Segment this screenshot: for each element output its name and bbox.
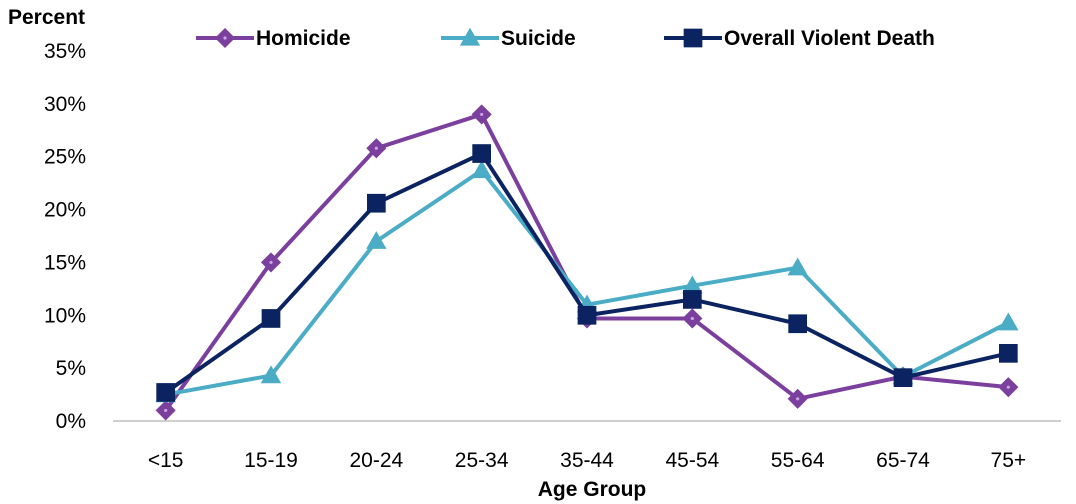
data-point-triangle (366, 231, 387, 249)
y-axis-ticks: 0% 5% 10% 15% 20% 25% 30% 35% (44, 40, 86, 433)
legend-item: Overall Violent Death (664, 27, 935, 50)
series-1 (155, 160, 1019, 403)
data-point-square (682, 290, 702, 309)
data-point-square (156, 383, 176, 402)
x-tick-label: 65-74 (876, 449, 930, 472)
data-point-diamond-highlight (480, 112, 484, 117)
x-tick-label: <15 (148, 449, 184, 472)
data-point-diamond-highlight (269, 260, 273, 265)
legend-triangle-marker (459, 27, 481, 46)
data-point-diamond-highlight (374, 146, 378, 150)
data-point-triangle (471, 160, 492, 179)
data-point-diamond-highlight (1006, 385, 1010, 389)
x-tick-label: 35-44 (560, 449, 614, 472)
data-point-square (366, 193, 386, 213)
series-2 (156, 144, 1018, 402)
y-tick-label: 10% (44, 304, 86, 327)
y-tick-label: 30% (44, 93, 86, 116)
y-tick-label: 20% (44, 199, 86, 222)
legend-item: Homicide (196, 27, 351, 50)
legend-label: Homicide (256, 27, 351, 50)
data-point-square (472, 144, 492, 163)
data-point-square (577, 305, 597, 325)
data-point-square (893, 368, 913, 388)
data-point-square (788, 314, 808, 334)
y-tick-label: 35% (44, 40, 86, 63)
data-point-diamond-highlight (796, 397, 800, 401)
x-tick-label: 20-24 (349, 449, 403, 472)
x-tick-label: 55-64 (771, 449, 825, 472)
x-axis-title: Age Group (538, 478, 647, 501)
series-line (165, 168, 1010, 397)
data-point-triangle (998, 312, 1019, 331)
series-0 (155, 104, 1019, 421)
data-point-triangle (260, 365, 282, 384)
y-axis-title: Percent (8, 6, 85, 29)
series-group (155, 104, 1019, 421)
data-point-triangle (682, 275, 703, 294)
legend-label: Overall Violent Death (724, 27, 935, 50)
data-point-triangle (787, 257, 808, 276)
x-tick-label: 15-19 (244, 449, 298, 472)
legend-item: Suicide (441, 27, 576, 50)
legend-label: Suicide (501, 27, 576, 50)
data-point-diamond-highlight (164, 408, 168, 413)
x-tick-label: 25-34 (455, 449, 509, 472)
legend: Homicide Suicide Overall Violent Death (196, 27, 935, 50)
data-point-square (998, 343, 1018, 363)
x-axis-ticks: <15 15-19 20-24 25-34 35-44 45-54 55-64 65-74 75… (148, 449, 1026, 472)
y-tick-label: 5% (56, 357, 86, 380)
legend-diamond-marker-highlight (223, 36, 227, 40)
x-tick-label: 45-54 (665, 449, 719, 472)
data-point-square (261, 309, 281, 328)
y-tick-label: 15% (44, 251, 86, 274)
data-point-diamond-highlight (690, 316, 694, 321)
x-tick-label: 75+ (991, 449, 1027, 472)
y-tick-label: 25% (44, 146, 86, 169)
y-tick-label: 0% (56, 410, 86, 433)
legend-square-marker (683, 28, 703, 48)
